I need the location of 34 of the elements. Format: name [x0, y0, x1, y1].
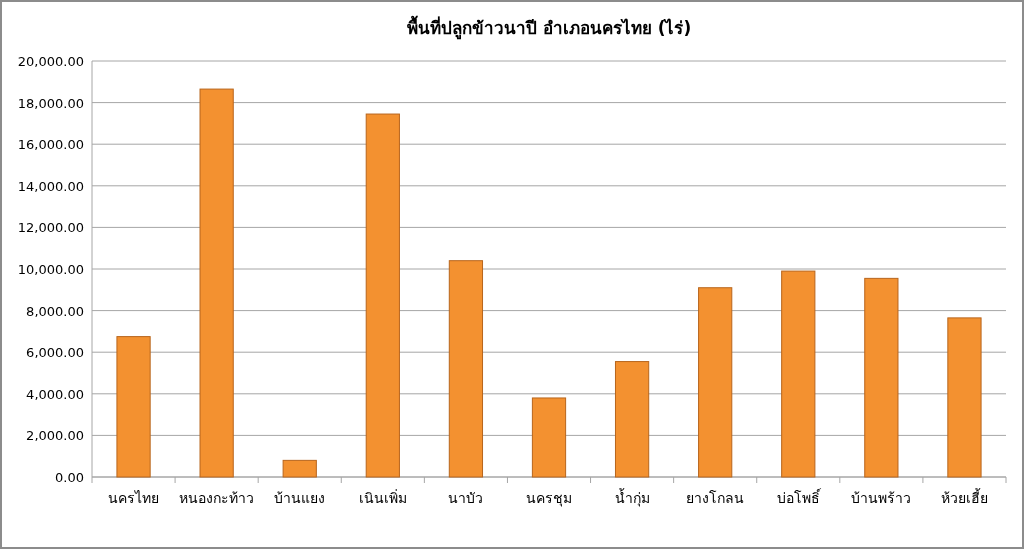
x-tick-label: หนองกะท้าว [179, 490, 255, 506]
bar [864, 277, 899, 478]
bar [698, 287, 733, 478]
y-tick-label: 8,000.00 [26, 303, 84, 319]
x-tick-label: ห้วยเฮี้ย [940, 488, 988, 506]
bar [448, 260, 484, 478]
y-tick-label: 12,000.00 [17, 220, 84, 236]
bar [614, 361, 650, 478]
x-tick-label: บ้านพร้าว [851, 490, 912, 506]
x-tick-label: บ่อโพธิ์ [776, 488, 822, 506]
y-tick-label: 16,000.00 [17, 137, 84, 153]
y-tick-label: 4,000.00 [26, 386, 84, 402]
bar [282, 459, 317, 478]
y-tick-label: 20,000.00 [17, 54, 84, 69]
bar [116, 336, 151, 478]
x-tick-label: นครชุม [526, 490, 572, 507]
x-tick-label: นครไทย [108, 490, 160, 506]
y-tick-label: 0.00 [55, 470, 84, 485]
y-tick-label: 14,000.00 [17, 178, 84, 194]
chart-title: พื้นที่ปลูกข้าวนาปี อำเภอนครไทย (ไร่) [406, 15, 692, 40]
y-tick-label: 10,000.00 [17, 262, 84, 277]
y-tick-label: 18,000.00 [17, 95, 84, 111]
x-tick-label: นาบัว [448, 490, 484, 506]
y-tick-label: 2,000.00 [26, 428, 84, 444]
x-tick-label: เนินเพิ่ม [358, 489, 407, 506]
bar [947, 317, 982, 478]
x-tick-label: น้ำกุ่ม [614, 488, 650, 507]
bar [781, 270, 816, 478]
bar [199, 88, 234, 478]
y-tick-label: 6,000.00 [26, 345, 84, 361]
x-tick-label: บ้านแยง [274, 490, 326, 506]
bar [365, 113, 400, 478]
bar [531, 397, 567, 478]
x-tick-label: ยางโกลน [686, 490, 745, 506]
